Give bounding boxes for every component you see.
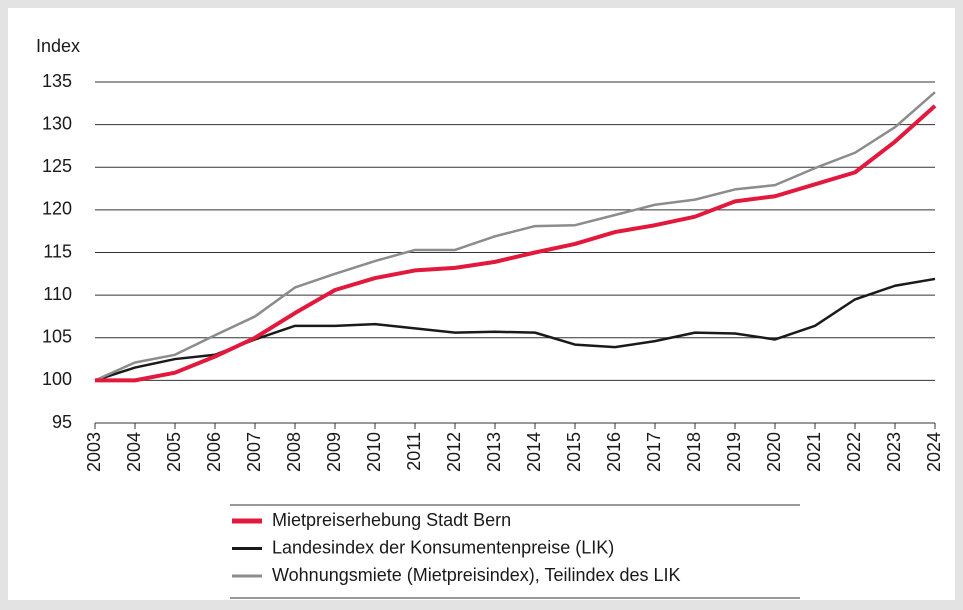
x-tick-label: 2020 xyxy=(764,432,784,472)
panel xyxy=(8,8,955,600)
x-tick-label: 2010 xyxy=(364,432,384,472)
x-tick-label: 2024 xyxy=(924,432,944,472)
x-tick-label: 2017 xyxy=(644,432,664,472)
x-tick-label: 2007 xyxy=(244,432,264,472)
y-tick-label: 100 xyxy=(42,369,72,389)
x-tick-label: 2013 xyxy=(484,432,504,472)
legend-label: Wohnungsmiete (Mietpreisindex), Teilinde… xyxy=(272,565,681,585)
x-tick-label: 2003 xyxy=(84,432,104,472)
x-tick-label: 2016 xyxy=(604,432,624,472)
x-tick-label: 2022 xyxy=(844,432,864,472)
x-tick-label: 2008 xyxy=(284,432,304,472)
line-series xyxy=(95,104,937,383)
y-tick-label: 105 xyxy=(42,327,72,347)
x-tick-label: 2019 xyxy=(724,432,744,472)
y-tick-label: 110 xyxy=(43,284,72,304)
y-tick-label: 130 xyxy=(42,113,72,133)
y-tick-label: 135 xyxy=(42,71,72,91)
y-tick-label: 115 xyxy=(43,241,72,261)
x-tick-label: 2005 xyxy=(164,432,184,472)
y-tick-label: 95 xyxy=(52,412,72,432)
line-series xyxy=(94,91,936,382)
x-tick-label: 2021 xyxy=(804,432,824,472)
x-tick-label: 2023 xyxy=(884,432,904,472)
x-tick-label: 2018 xyxy=(684,432,704,472)
y-tick-label: 125 xyxy=(42,156,72,176)
x-tick-label: 2011 xyxy=(404,432,424,471)
legend-label: Landesindex der Konsumentenpreise (LIK) xyxy=(272,537,614,557)
x-tick-label: 2012 xyxy=(444,432,464,472)
legend-label: Mietpreiserhebung Stadt Bern xyxy=(272,510,511,530)
y-tick-label: 120 xyxy=(42,199,72,219)
x-tick-label: 2004 xyxy=(124,432,144,472)
x-tick-label: 2006 xyxy=(204,432,224,472)
x-tick-label: 2009 xyxy=(324,432,344,472)
x-tick-label: 2014 xyxy=(524,432,544,472)
y-axis-label: Index xyxy=(36,36,80,56)
x-tick-label: 2015 xyxy=(564,432,584,472)
